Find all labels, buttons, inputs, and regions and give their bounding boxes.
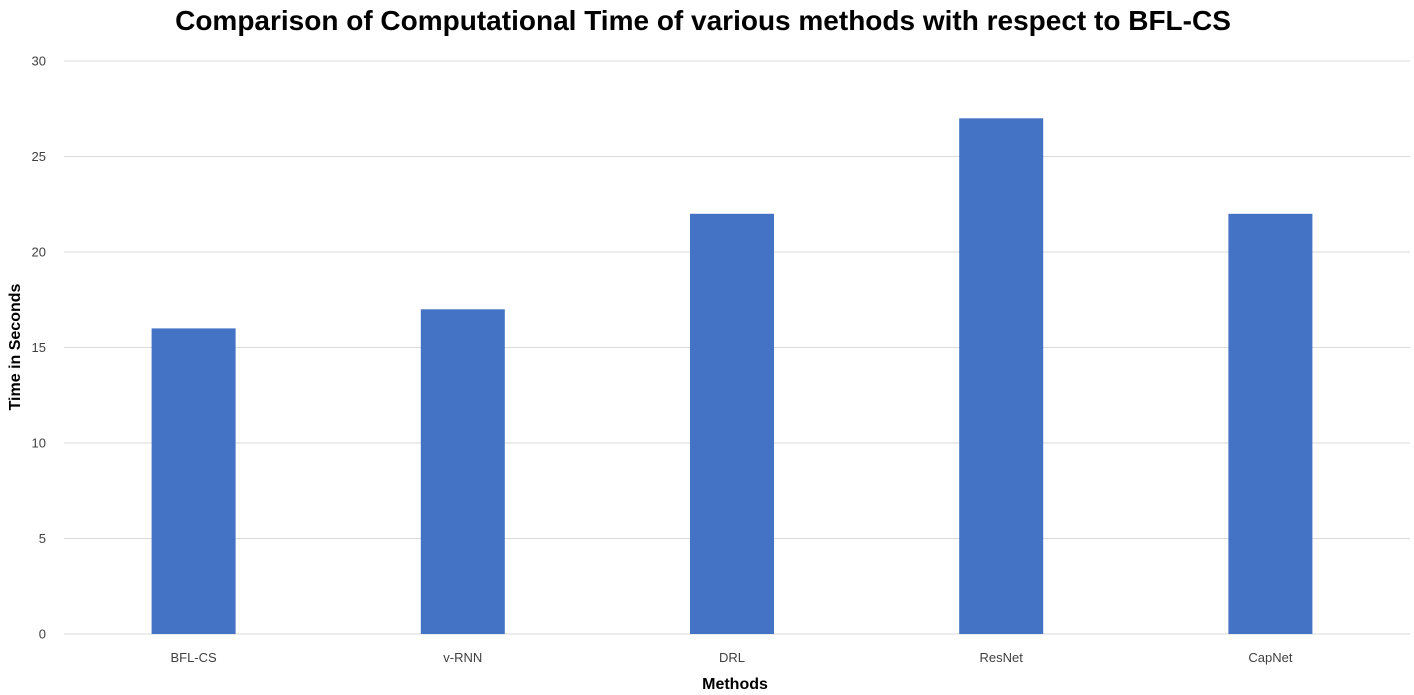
y-tick-label: 30	[32, 54, 46, 69]
x-tick-label: ResNet	[980, 650, 1024, 665]
chart-title: Comparison of Computational Time of vari…	[175, 5, 1231, 36]
y-tick-label: 25	[32, 149, 46, 164]
bar-v-rnn	[420, 309, 505, 634]
bar-resnet	[959, 118, 1044, 635]
y-tick-label: 0	[39, 627, 46, 642]
x-tick-label: v-RNN	[443, 650, 482, 665]
bar-capnet	[1228, 213, 1313, 635]
x-tick-label: CapNet	[1248, 650, 1292, 665]
x-axis-title: Methods	[702, 676, 768, 693]
y-axis-title: Time in Seconds	[7, 283, 24, 410]
y-tick-label: 10	[32, 436, 46, 451]
x-tick-label: BFL-CS	[170, 650, 217, 665]
y-tick-label: 20	[32, 245, 46, 260]
y-axis-ticks: 0 5 10 15 20 25 30	[32, 54, 46, 642]
y-tick-label: 15	[32, 340, 46, 355]
bar-bfl-cs	[151, 328, 236, 634]
x-axis-ticks: BFL-CS v-RNN DRL ResNet CapNet	[170, 650, 1292, 665]
bar-drl	[690, 213, 774, 635]
y-tick-label: 5	[39, 531, 46, 546]
x-tick-label: DRL	[719, 650, 745, 665]
bars	[151, 118, 1313, 635]
